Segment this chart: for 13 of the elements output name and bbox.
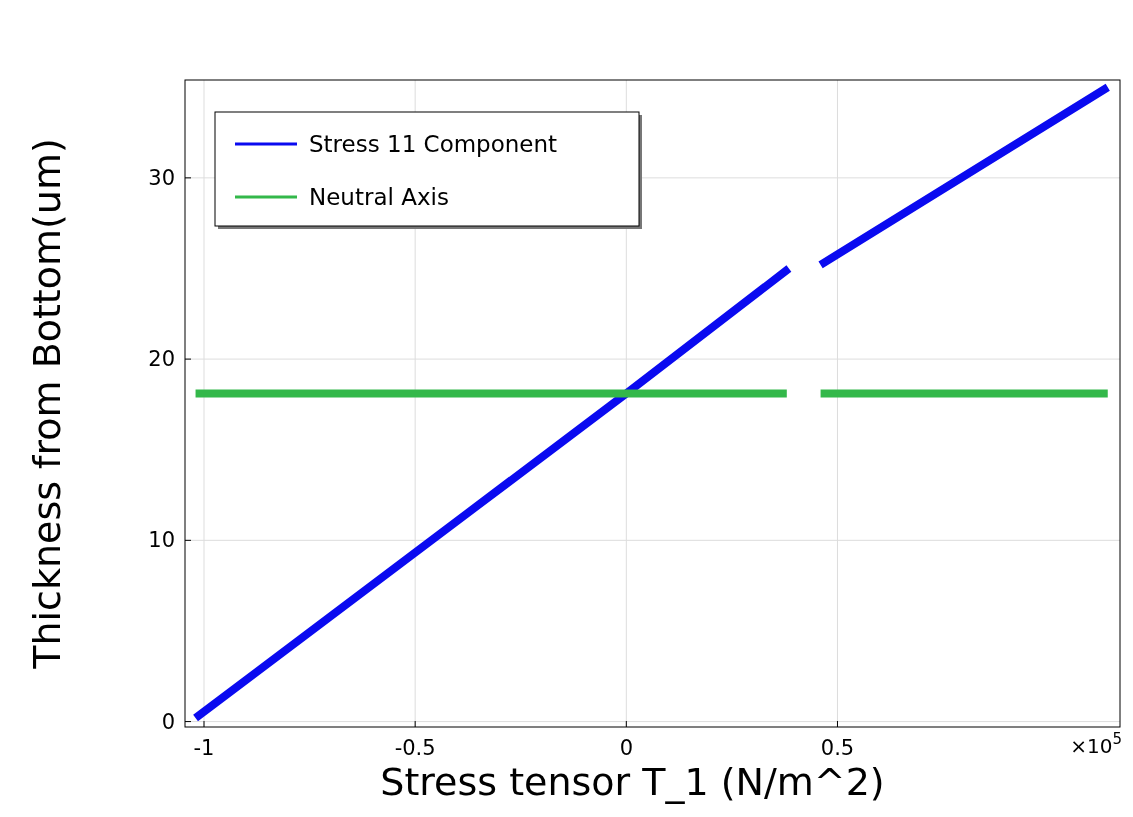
x-tick-label: 0.5 (820, 736, 855, 760)
y-axis-title: Thickness from Bottom(um) (25, 138, 69, 670)
y-tick-label: 20 (148, 347, 175, 372)
legend-label: Neutral Axis (309, 184, 449, 210)
x-axis-title: Stress tensor T_1 (N/m^2) (380, 760, 885, 804)
y-tick-label: 0 (161, 709, 175, 734)
x-tick-label: 0 (619, 736, 633, 760)
x-tick-label: -1 (193, 736, 215, 760)
x-tick-label: -0.5 (394, 736, 436, 760)
legend-label: Stress 11 Component (309, 131, 558, 157)
y-tick-label: 30 (148, 165, 175, 190)
text: ×10$^{5}$ (1070, 730, 1122, 758)
y-tick-label: 10 (148, 528, 175, 553)
